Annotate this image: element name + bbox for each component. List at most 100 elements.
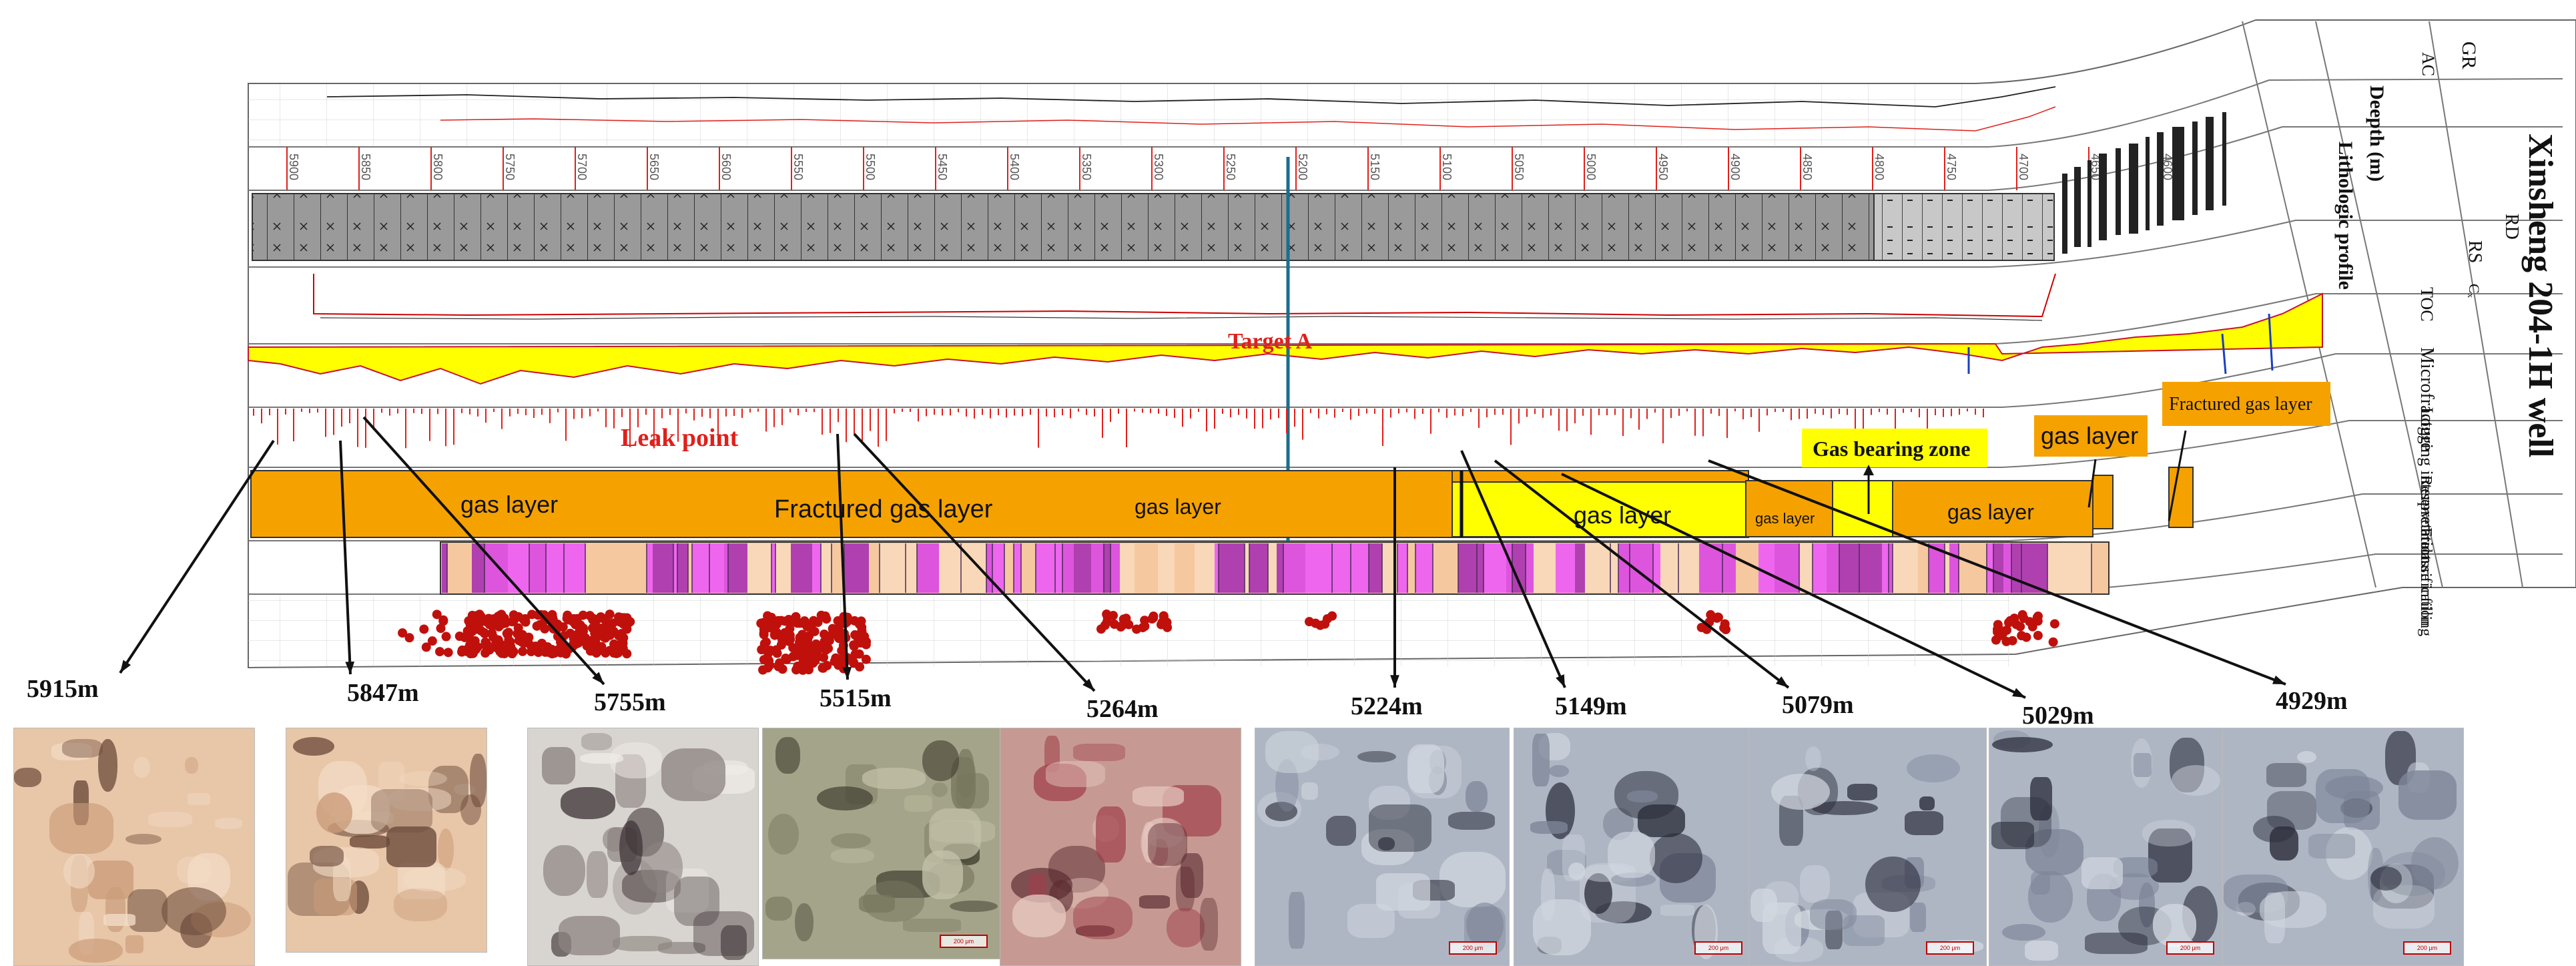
depth-ticks: 5900 5850 5800 5750 5700 5650 5600 5550 5500 5450… <box>286 147 2174 190</box>
header-microfracture: Microfracture <box>2417 347 2437 451</box>
grain <box>49 803 114 854</box>
fracture-dot <box>499 646 509 656</box>
micrograph-5515m: 200 μm <box>762 728 1000 959</box>
depth-tick-label: 5350 <box>1080 154 1093 180</box>
infill-segment <box>1993 543 2003 593</box>
connector-arrow <box>120 660 131 673</box>
infill-segment <box>1758 543 1775 593</box>
infill-segment <box>724 543 728 593</box>
fracture-dot <box>577 634 587 644</box>
grain <box>2315 768 2370 823</box>
callout-fractured-label: Fractured gas layer <box>2169 394 2312 415</box>
infill-segment <box>1975 543 1987 593</box>
infill-segment <box>2003 543 2011 593</box>
fracture-dot <box>1993 624 2003 634</box>
infill-segment <box>1893 543 1918 593</box>
grain <box>2264 892 2286 943</box>
grain <box>1407 744 1444 793</box>
fracture-dot <box>2001 636 2011 646</box>
infill-segment <box>529 543 546 593</box>
infill-segment <box>1407 543 1415 593</box>
infill-segment <box>653 543 673 593</box>
fracture-dot <box>514 612 524 622</box>
grain <box>184 756 198 774</box>
fracture-dot <box>2033 612 2043 622</box>
infill-segment <box>472 543 485 593</box>
header-gr: GR <box>2458 41 2480 69</box>
infill-segment <box>1110 543 1120 593</box>
callout-gas-layer-box <box>2034 415 2148 457</box>
fracture-dot <box>2002 625 2012 635</box>
reservoir-band-7 <box>2092 475 2114 529</box>
infill-segment <box>585 543 603 593</box>
infill-segment <box>2091 543 2108 593</box>
fracture-dot <box>591 636 601 646</box>
grain <box>1369 786 1410 820</box>
connector-lines <box>119 416 2286 699</box>
infill-segment <box>1369 543 1382 593</box>
fracture-dot <box>487 629 497 639</box>
header-depth: Deepth (m) <box>2366 85 2388 182</box>
fracture-dot <box>601 648 611 658</box>
grain <box>393 888 447 922</box>
depth-tick-label: 5800 <box>431 154 444 180</box>
fracture-dot <box>850 630 860 640</box>
grain <box>1568 863 1586 880</box>
header-toc: TOC <box>2417 287 2437 322</box>
lithology-light <box>1873 193 2055 261</box>
grain <box>309 845 344 867</box>
fracture-dot <box>1156 620 1166 630</box>
grain <box>1012 894 1066 938</box>
infill-segment <box>2047 543 2067 593</box>
fracture-dot <box>828 624 838 634</box>
infill-segment <box>1305 543 1325 593</box>
grain <box>292 736 335 756</box>
infill-segment <box>1351 543 1369 593</box>
fracture-dot <box>503 628 513 638</box>
grain <box>775 737 801 774</box>
fracture-dot <box>562 614 572 624</box>
reservoir-band-4 <box>1745 480 1833 537</box>
infill-segment <box>603 543 629 593</box>
fracture-dot <box>597 613 607 623</box>
infill-segment <box>576 543 585 593</box>
grain <box>1028 873 1046 899</box>
depth-tick-label: 4800 <box>1873 154 1886 180</box>
grain <box>640 841 683 893</box>
infill-segment <box>1477 543 1484 593</box>
callout-fractured-box <box>2162 382 2330 426</box>
fracture-dot <box>622 624 632 634</box>
gr-curve <box>326 86 2056 107</box>
grain <box>581 732 613 750</box>
scale-bar: 200 μm <box>1926 941 1974 955</box>
fracture-dot <box>763 656 773 666</box>
fracture-dot <box>527 610 537 620</box>
depth-tick-label: 5450 <box>936 154 949 180</box>
grain <box>1762 903 1801 954</box>
fracture-dot <box>763 648 773 658</box>
infill-segment <box>1987 543 1993 593</box>
grain <box>543 844 585 897</box>
fracture-dot <box>436 624 446 634</box>
grain <box>768 814 799 855</box>
grain <box>1377 837 1395 851</box>
fracture-dot <box>504 635 514 645</box>
grain <box>133 757 150 778</box>
grain <box>1148 822 1188 867</box>
rd-curve <box>313 273 2056 318</box>
grain <box>350 835 390 849</box>
grain <box>469 753 487 807</box>
grain <box>922 740 960 781</box>
grain <box>188 793 210 806</box>
fracture-dot <box>855 662 865 672</box>
infill-segment <box>1882 543 1889 593</box>
infill-segment <box>1918 543 1929 593</box>
depth-label-5515: 5515m <box>820 684 892 712</box>
fracture-dot <box>1713 612 1723 622</box>
grain <box>1301 743 1339 760</box>
depth-label-5755: 5755m <box>594 688 666 716</box>
infill-segment <box>1949 543 1959 593</box>
depth-tick-label: 5850 <box>359 154 372 180</box>
depth-tick-label: 5900 <box>287 154 300 180</box>
reservoir-label-4: gas layer <box>1574 501 1671 529</box>
